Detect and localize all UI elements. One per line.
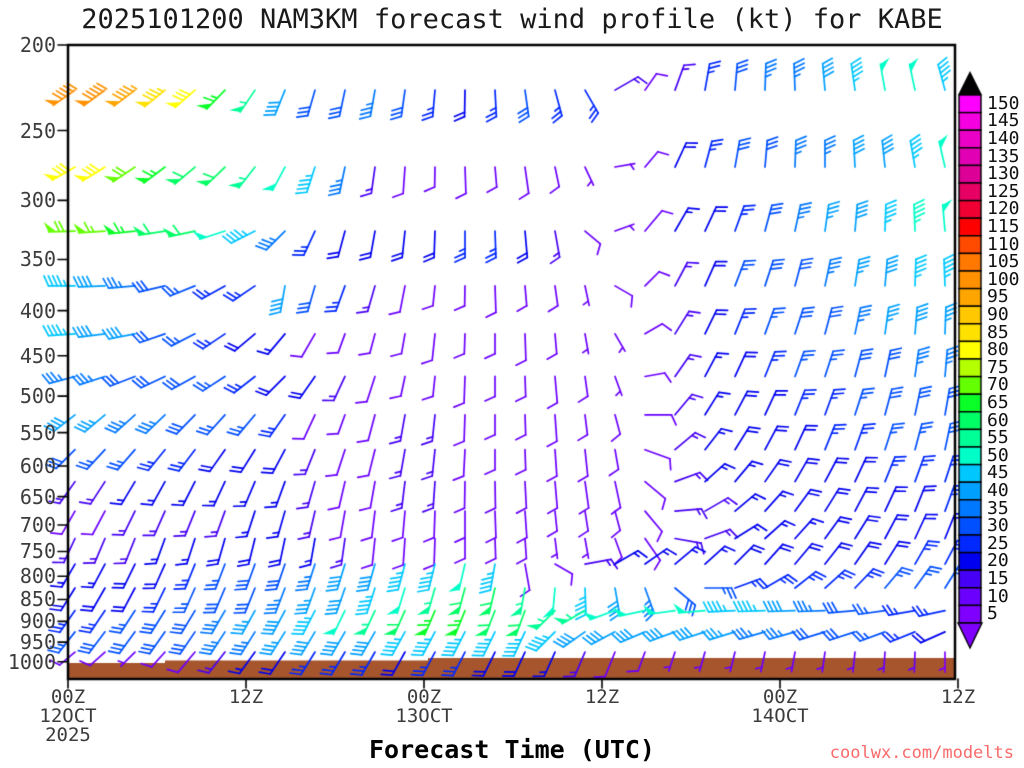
colorbar-value-label: 100 (987, 268, 1020, 290)
y-axis-tick-label: 950 (19, 630, 56, 655)
colorbar-value-label: 125 (987, 180, 1020, 202)
colorbar-value-label: 40 (987, 480, 1009, 501)
colorbar-value-label: 75 (987, 356, 1009, 378)
colorbar-value-label: 140 (987, 128, 1020, 149)
colorbar-value-label: 120 (987, 198, 1020, 220)
y-axis-tick-label: 700 (19, 513, 56, 538)
y-axis-tick-label: 350 (19, 247, 56, 272)
y-axis-tick-label: 900 (19, 609, 56, 634)
y-axis-tick-label: 200 (19, 33, 56, 57)
x-axis-tick-label: 12Z (940, 686, 976, 708)
x-axis-tick-label: 00Z (762, 686, 798, 708)
x-axis-tick-label: 13OCT (395, 705, 453, 727)
x-axis-tick-label: 12Z (584, 686, 620, 708)
colorbar-value-label: 130 (987, 163, 1020, 185)
colorbar-value-label: 55 (987, 427, 1009, 449)
y-axis-tick-label: 450 (19, 343, 56, 368)
colorbar-value-label: 110 (987, 233, 1020, 255)
x-axis-title: Forecast Time (UTC) (369, 735, 655, 764)
y-axis-tick-label: 750 (19, 539, 56, 564)
colorbar-value-label: 70 (987, 374, 1009, 396)
colorbar-value-label: 10 (987, 585, 1009, 607)
y-axis-tick-label: 800 (19, 564, 56, 589)
y-axis-tick-label: 550 (19, 420, 56, 445)
y-axis-tick-label: 850 (19, 587, 56, 612)
colorbar-value-label: 95 (987, 286, 1009, 308)
colorbar-value-label: 50 (987, 444, 1009, 466)
colorbar-value-label: 45 (987, 462, 1009, 484)
x-axis-tick-label: 14OCT (751, 705, 809, 727)
colorbar-value-label: 135 (987, 145, 1020, 167)
x-axis-tick-label: 2025 (45, 724, 91, 746)
x-axis-tick-label: 00Z (50, 686, 86, 708)
y-axis-tick-label: 500 (19, 384, 56, 409)
colorbar-value-label: 20 (987, 550, 1009, 572)
colorbar-value-label: 150 (987, 92, 1020, 114)
colorbar-value-label: 145 (987, 110, 1020, 132)
credit-link[interactable]: coolwx.com/modelts (829, 743, 1014, 763)
colorbar-value-label: 65 (987, 392, 1009, 413)
colorbar-value-label: 25 (987, 532, 1009, 554)
y-axis-tick-label: 1000 (7, 649, 56, 674)
colorbar-value-label: 30 (987, 515, 1009, 537)
colorbar-value-label: 85 (987, 321, 1009, 343)
x-axis-tick-label: 00Z (406, 686, 442, 708)
x-axis-tick-label: 12Z (228, 686, 264, 708)
y-axis-tick-label: 300 (19, 188, 56, 213)
colorbar-value-label: 90 (987, 304, 1009, 325)
colorbar-value-label: 5 (987, 603, 998, 625)
x-axis-tick-label: 12OCT (39, 705, 97, 727)
colorbar-value-label: 15 (987, 568, 1009, 589)
colorbar-value-label: 115 (987, 216, 1020, 237)
y-axis-tick-label: 650 (19, 484, 56, 509)
colorbar-value-label: 80 (987, 339, 1009, 361)
colorbar-value-label: 105 (987, 251, 1020, 273)
colorbar-value-label: 60 (987, 409, 1009, 431)
y-axis-tick-label: 250 (19, 118, 56, 143)
colorbar-value-label: 35 (987, 497, 1009, 519)
y-axis-tick-label: 600 (19, 453, 56, 478)
y-axis-tick-label: 400 (19, 298, 56, 323)
